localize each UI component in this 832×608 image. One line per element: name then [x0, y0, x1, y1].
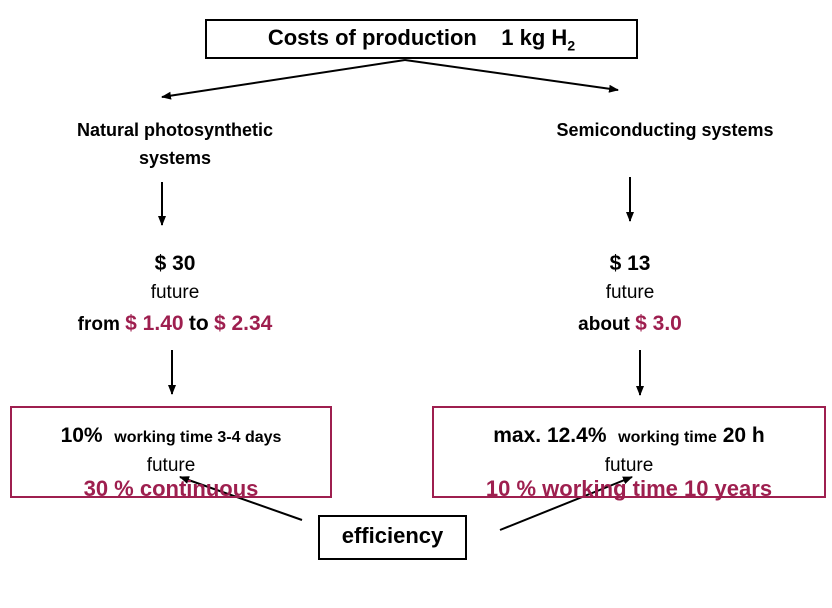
left-box-line1: 10% working time 3-4 days: [10, 424, 332, 448]
right-efficiency: max. 12.4%: [493, 424, 607, 447]
right-future: future: [605, 282, 655, 303]
left-efficiency: 10%: [60, 424, 103, 447]
right-cost: $ 13: [609, 252, 651, 275]
right-box-future: future: [604, 455, 654, 476]
title-subscript: 2: [567, 37, 576, 54]
estimate-about: about: [578, 314, 630, 335]
range-to: to: [188, 312, 209, 335]
right-box-line1: max. 12.4% working time 20 h: [432, 424, 826, 448]
title-box: [205, 19, 638, 59]
left-box-future: future: [146, 455, 196, 476]
left-heading: Natural photosynthetic systems: [76, 120, 273, 168]
left-box-target: 30 % continuous: [83, 476, 259, 501]
right-heading: Semiconducting systems: [556, 120, 774, 140]
left-cost: $ 30: [154, 252, 196, 275]
right-working: working time: [618, 429, 717, 446]
efficiency-label: efficiency: [341, 523, 444, 548]
range-from: from: [77, 314, 120, 335]
efficiency-box: [318, 515, 467, 560]
range-high: $ 2.34: [213, 312, 273, 335]
right-hours: 20 h: [722, 424, 765, 447]
arrow: [161, 59, 406, 100]
left-range: from $ 1.40 to $ 2.34: [25, 312, 325, 336]
arrow: [179, 476, 303, 521]
range-low: $ 1.40: [125, 312, 184, 335]
right-estimate: about $ 3.0: [480, 312, 780, 336]
title-text: Costs of production: [267, 25, 477, 50]
arrow: [499, 476, 633, 531]
left-working: working time 3-4 days: [114, 429, 282, 446]
left-box: [10, 406, 332, 498]
left-future: future: [150, 282, 200, 303]
right-box: [432, 406, 826, 498]
estimate-value: $ 3.0: [635, 312, 682, 335]
title: Costs of production 1 kg H2: [205, 25, 638, 53]
title-amount: 1 kg H: [501, 25, 568, 50]
arrow: [404, 59, 619, 93]
right-box-target: 10 % working time 10 years: [485, 476, 773, 501]
